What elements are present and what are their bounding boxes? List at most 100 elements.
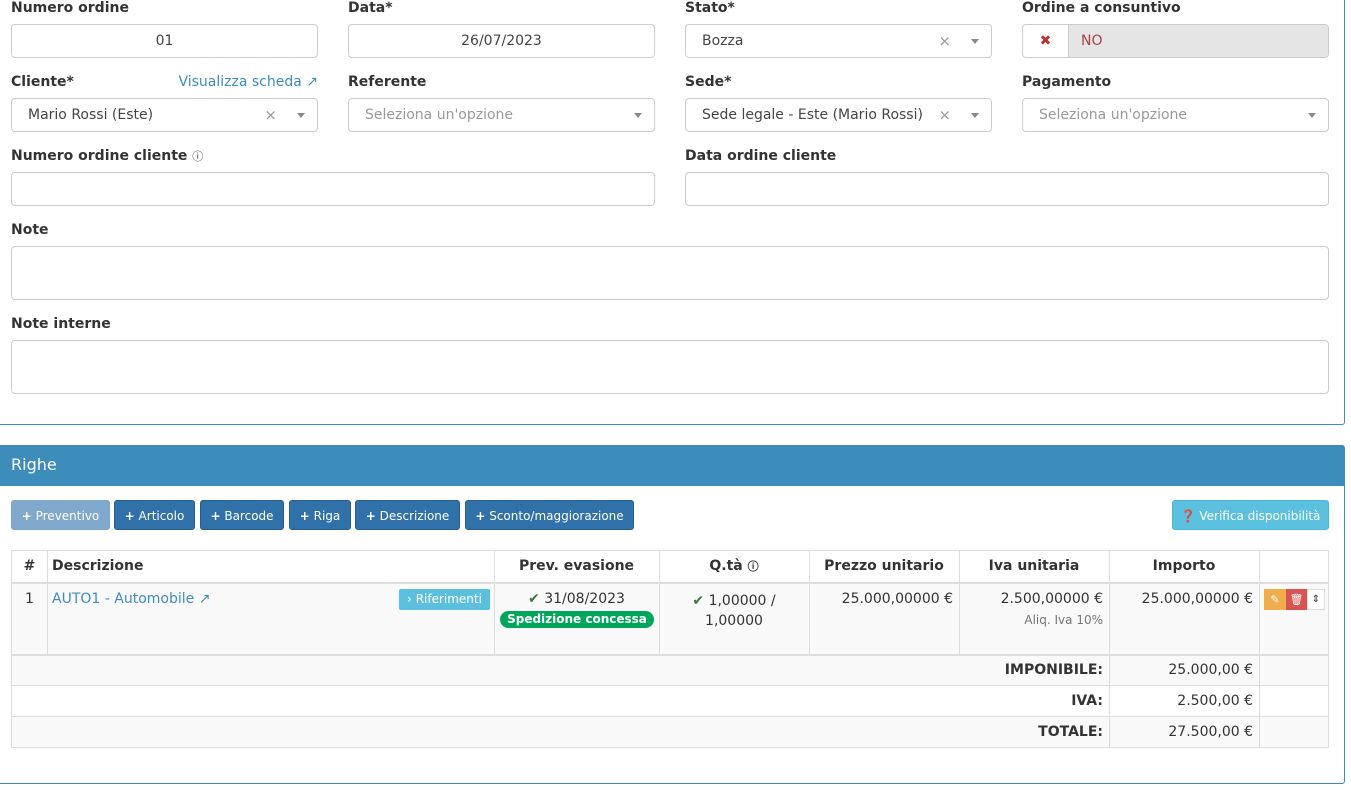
label: Data ordine cliente — [685, 148, 837, 164]
descrizione-button[interactable]: + Descrizione — [355, 500, 460, 530]
label: Note interne — [11, 316, 111, 332]
col-header: Iva unitaria — [988, 558, 1080, 574]
caret-icon — [297, 113, 305, 118]
label: Pagamento — [1022, 74, 1112, 90]
data-ordine-cliente-input[interactable] — [685, 172, 1329, 206]
total-label: IVA: — [1071, 693, 1103, 709]
button-label: Riga — [313, 509, 341, 523]
articolo-link[interactable]: AUTO1 - Automobile ↗ — [52, 591, 210, 607]
link-text: Visualizza scheda — [178, 74, 302, 90]
righe-panel: Righe — [0, 445, 1345, 784]
consuntivo-value: NO — [1068, 25, 1328, 57]
caret-icon — [634, 113, 642, 118]
articolo-button[interactable]: + Articolo — [114, 500, 195, 530]
plus-icon: + — [124, 509, 135, 523]
riferimenti-button[interactable]: › Riferimenti — [399, 589, 490, 610]
qta-total: 1,00000 — [705, 613, 763, 629]
preventivo-button[interactable]: + Preventivo — [11, 500, 110, 530]
chevron-right-icon: › — [407, 592, 412, 606]
stato-value: Bozza — [702, 33, 744, 49]
sconto-button[interactable]: + Sconto/maggiorazione — [465, 500, 634, 530]
cliente-select[interactable]: Mario Rossi (Este) × — [11, 98, 318, 132]
button-label: Preventivo — [35, 509, 100, 523]
col-header: Importo — [1152, 558, 1216, 574]
quantita: ✔ 1,00000 / 1,00000 — [659, 591, 809, 631]
caret-icon — [1308, 113, 1316, 118]
link-text: AUTO1 - Automobile — [52, 591, 195, 607]
consuntivo-toggle[interactable]: ✖ NO — [1022, 24, 1329, 58]
righe-table: # Descrizione Prev. evasione Q.tà ⓘ Prez… — [11, 550, 1329, 748]
note-textarea[interactable] — [11, 246, 1329, 300]
edit-icon: ✎ — [1270, 593, 1280, 606]
label: Ordine a consuntivo — [1022, 0, 1181, 16]
verifica-disponibilita-button[interactable]: ❓ Verifica disponibilità — [1172, 500, 1329, 530]
col-header: Prezzo unitario — [824, 558, 944, 574]
check-icon: ✔ — [528, 591, 540, 607]
label: Numero ordine — [11, 0, 129, 16]
question-icon: ❓ — [1180, 509, 1196, 523]
caret-icon — [971, 39, 979, 44]
button-label: Descrizione — [379, 509, 450, 523]
caret-icon — [971, 113, 979, 118]
plus-icon: + — [21, 509, 32, 523]
barcode-button[interactable]: + Barcode — [200, 500, 284, 530]
x-icon: ✖ — [1039, 33, 1052, 49]
help-icon[interactable]: ⓘ — [192, 150, 204, 163]
label: Stato* — [685, 0, 735, 16]
qta: 1,00000 / — [708, 593, 776, 609]
col-header: Descrizione — [52, 558, 144, 574]
clear-icon[interactable]: × — [938, 106, 951, 124]
label: Note — [11, 222, 49, 238]
pagamento-select[interactable]: Seleziona un'opzione — [1022, 98, 1329, 132]
stato-select[interactable]: Bozza × — [685, 24, 992, 58]
total-value: 25.000,00 € — [1168, 662, 1253, 678]
label-text: Numero ordine cliente — [11, 148, 188, 164]
check-icon: ✔ — [692, 593, 705, 609]
sort-handle[interactable]: ⇕ — [1307, 589, 1325, 610]
numero-ordine-cliente-input[interactable] — [11, 172, 655, 206]
plus-icon: + — [475, 509, 486, 523]
importo: 25.000,00000 € — [1141, 591, 1253, 607]
prev-evasione: ✔ 31/08/2023 — [494, 591, 659, 607]
visualizza-scheda-link[interactable]: Visualizza scheda ↗ — [178, 74, 318, 90]
col-header: Prev. evasione — [518, 558, 635, 574]
referente-select[interactable]: Seleziona un'opzione — [348, 98, 655, 132]
plus-icon: + — [210, 509, 221, 523]
sede-select[interactable]: Sede legale - Este (Mario Rossi) × — [685, 98, 992, 132]
total-value: 2.500,00 € — [1177, 693, 1253, 709]
cliente-value: Mario Rossi (Este) — [28, 107, 154, 123]
prezzo-unitario: 25.000,00000 € — [841, 591, 953, 607]
external-link-icon: ↗ — [198, 591, 211, 607]
external-link-icon: ↗ — [306, 74, 318, 90]
col-header: Q.tà ⓘ — [659, 551, 809, 582]
label: Numero ordine cliente ⓘ — [11, 148, 203, 164]
trash-icon: 🗑 — [1289, 593, 1304, 606]
edit-button[interactable]: ✎ — [1264, 589, 1286, 610]
label: Referente — [348, 74, 427, 90]
help-icon[interactable]: ⓘ — [747, 560, 759, 573]
plus-icon: + — [365, 509, 376, 523]
data-input[interactable]: 26/07/2023 — [348, 24, 655, 58]
order-panel — [0, 0, 1345, 425]
iva-unitaria: 2.500,00000 € — [1000, 591, 1103, 607]
col-header: # — [23, 558, 36, 574]
label: Cliente* — [11, 74, 74, 90]
button-label: Riferimenti — [415, 592, 482, 606]
total-value: 27.500,00 € — [1168, 724, 1253, 740]
button-label: Barcode — [224, 509, 274, 523]
label: Data* — [348, 0, 393, 16]
numero-ordine-input[interactable]: 01 — [11, 24, 318, 58]
riga-button[interactable]: + Riga — [289, 500, 351, 530]
row-number: 1 — [25, 591, 34, 607]
panel-title: Righe — [0, 446, 1344, 486]
total-label: TOTALE: — [1038, 724, 1103, 740]
button-label: Sconto/maggiorazione — [489, 509, 624, 523]
clear-icon[interactable]: × — [938, 32, 951, 50]
total-label: IMPONIBILE: — [1004, 662, 1103, 678]
status-badge: Spedizione concessa — [500, 611, 654, 628]
label: Sede* — [685, 74, 732, 90]
note-interne-textarea[interactable] — [11, 340, 1329, 394]
clear-icon[interactable]: × — [264, 106, 277, 124]
delete-button[interactable]: 🗑 — [1286, 589, 1307, 610]
aliquota-iva: Aliq. Iva 10% — [1024, 613, 1103, 627]
